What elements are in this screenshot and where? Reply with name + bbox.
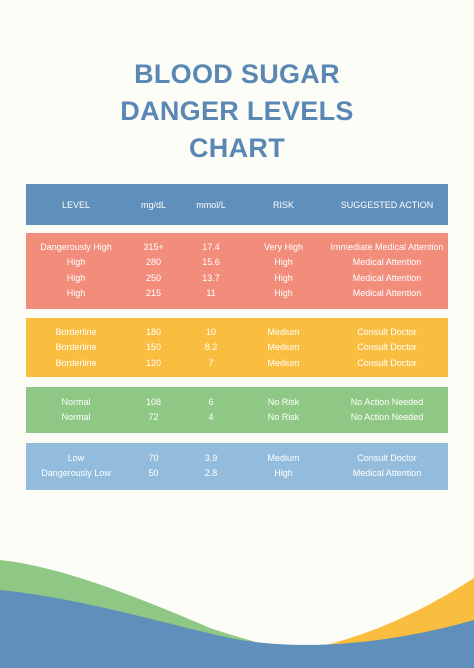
decorative-waves — [0, 560, 474, 668]
cell-mmoll: 10 — [205, 326, 216, 337]
cell-level: High — [66, 257, 86, 268]
header-level: LEVEL — [61, 199, 91, 210]
cell-mmoll: 13.7 — [202, 272, 220, 283]
cell-action: No Action Needed — [350, 396, 424, 407]
cell-mmoll: 3.9 — [204, 452, 218, 463]
cell-risk: High — [274, 272, 293, 283]
cell-mmoll: 7 — [208, 357, 214, 368]
cell-risk: High — [274, 468, 293, 479]
cell-action: Immediate Medical Attention — [330, 241, 444, 252]
cell-level: High — [66, 272, 86, 283]
page-title: BLOOD SUGAR DANGER LEVELS CHART — [0, 56, 474, 167]
table-row: High 250 13.7 High Medical Attention — [26, 270, 448, 286]
cell-level: Borderline — [55, 357, 97, 368]
blue-wave — [0, 590, 474, 668]
table-row: Borderline 150 8.2 Medium Consult Doctor — [26, 340, 448, 356]
table-row: High 215 11 High Medical Attention — [26, 286, 448, 302]
cell-action: Consult Doctor — [357, 357, 417, 368]
title-line-2: DANGER LEVELS — [120, 96, 354, 126]
cell-mgdl: 280 — [145, 257, 162, 268]
table-row: Normal 72 4 No Risk No Action Needed — [26, 410, 448, 426]
table-row: Dangerously High 315+ 17.4 Very High Imm… — [26, 239, 448, 255]
header-risk: RISK — [272, 199, 294, 210]
cell-level: Dangerously High — [40, 241, 112, 252]
table-row: Normal 108 6 No Risk No Action Needed — [26, 394, 448, 410]
table-header: LEVEL mg/dL mmol/L RISK SUGGESTED ACTION — [26, 184, 448, 225]
cell-action: Medical Attention — [352, 257, 422, 268]
cell-risk: Medium — [267, 357, 300, 368]
header-row: LEVEL mg/dL mmol/L RISK SUGGESTED ACTION — [26, 184, 448, 225]
cell-mgdl: 150 — [145, 342, 162, 353]
cell-mmoll: 4 — [208, 412, 214, 423]
title-line-3: CHART — [189, 133, 285, 163]
cell-action: Medical Attention — [352, 468, 422, 479]
cell-risk: Medium — [267, 326, 300, 337]
cell-risk: Medium — [267, 342, 300, 353]
cell-action: Medical Attention — [352, 272, 422, 283]
cell-action: Medical Attention — [352, 288, 422, 299]
cell-risk: No Risk — [267, 396, 300, 407]
cell-mgdl: 50 — [148, 468, 159, 479]
cell-mgdl: 315+ — [143, 241, 164, 252]
group-low: Low 70 3.9 Medium Consult Doctor Dangero… — [26, 443, 448, 490]
cell-action: Consult Doctor — [357, 342, 417, 353]
cell-mmoll: 6 — [208, 396, 214, 407]
cell-level: Normal — [61, 412, 91, 423]
cell-risk: High — [274, 257, 293, 268]
cell-mgdl: 215 — [145, 288, 162, 299]
header-mmoll: mmol/L — [196, 199, 226, 210]
cell-mmoll: 8.2 — [204, 342, 218, 353]
cell-mgdl: 108 — [145, 396, 162, 407]
table-row: High 280 15.6 High Medical Attention — [26, 255, 448, 271]
cell-risk: Very High — [263, 241, 304, 252]
title-line-1: BLOOD SUGAR — [134, 59, 340, 89]
header-mgdl: mg/dL — [140, 199, 166, 210]
cell-mmoll: 17.4 — [202, 241, 220, 252]
cell-risk: Medium — [267, 452, 300, 463]
cell-level: Borderline — [55, 342, 97, 353]
cell-mmoll: 11 — [206, 288, 216, 299]
cell-mgdl: 180 — [145, 326, 162, 337]
table-row: Dangerously Low 50 2.8 High Medical Atte… — [26, 466, 448, 482]
table-row: Borderline 120 7 Medium Consult Doctor — [26, 355, 448, 371]
cell-level: High — [66, 288, 86, 299]
cell-risk: No Risk — [267, 412, 300, 423]
cell-risk: High — [274, 288, 293, 299]
header-suggested-action: SUGGESTED ACTION — [340, 199, 434, 210]
cell-mgdl: 70 — [148, 452, 159, 463]
group-borderline: Borderline 180 10 Medium Consult Doctor … — [26, 318, 448, 377]
cell-mmoll: 2.8 — [204, 468, 218, 479]
cell-action: Consult Doctor — [357, 326, 417, 337]
cell-mgdl: 250 — [145, 272, 162, 283]
cell-action: No Action Needed — [350, 412, 424, 423]
cell-action: Consult Doctor — [357, 452, 417, 463]
cell-mgdl: 72 — [148, 412, 159, 423]
cell-level: Borderline — [55, 326, 97, 337]
cell-level: Low — [67, 452, 85, 463]
cell-mgdl: 120 — [145, 357, 162, 368]
table-row: Borderline 180 10 Medium Consult Doctor — [26, 324, 448, 340]
cell-level: Dangerously Low — [41, 468, 111, 479]
table-row: Low 70 3.9 Medium Consult Doctor — [26, 450, 448, 466]
group-normal: Normal 108 6 No Risk No Action Needed No… — [26, 387, 448, 433]
cell-level: Normal — [61, 396, 91, 407]
cell-mmoll: 15.6 — [202, 257, 220, 268]
group-high: Dangerously High 315+ 17.4 Very High Imm… — [26, 233, 448, 309]
